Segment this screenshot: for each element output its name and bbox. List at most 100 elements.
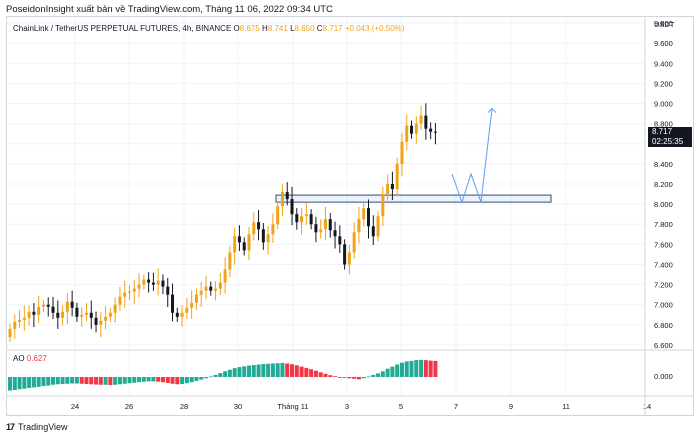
candle-body xyxy=(218,282,222,289)
ao-bar xyxy=(404,361,409,377)
candle-body xyxy=(228,252,232,270)
publication-attribution: PoseidonInsight xuất bản về TradingView.… xyxy=(6,4,333,15)
ao-bar xyxy=(141,377,146,382)
ao-bar xyxy=(22,377,27,389)
candle-body xyxy=(99,320,103,325)
candle-body xyxy=(142,279,146,285)
ao-bar xyxy=(290,364,295,377)
ao-bar xyxy=(203,377,208,379)
ao-bar xyxy=(213,374,218,377)
ao-bar xyxy=(113,377,118,385)
candle-body xyxy=(290,199,294,215)
ao-bar xyxy=(103,377,108,385)
ao-bar xyxy=(342,377,347,378)
candle-body xyxy=(13,321,17,329)
candle-body xyxy=(123,292,127,297)
ao-bar xyxy=(189,377,194,383)
ao-bar xyxy=(27,377,32,388)
bar-countdown: 02:25:35 xyxy=(652,137,684,146)
chart-frame[interactable] xyxy=(6,16,694,416)
candle-body xyxy=(89,312,93,318)
candle-body xyxy=(199,290,203,295)
ao-bar xyxy=(266,363,271,377)
ao-bar xyxy=(256,364,261,377)
candle-body xyxy=(414,123,418,134)
ao-bar xyxy=(433,360,438,377)
price-tick-label: 6.600 xyxy=(654,341,673,350)
candle-body xyxy=(156,280,160,285)
candle-body xyxy=(285,192,289,200)
ao-bar xyxy=(199,377,204,380)
candle-body xyxy=(190,302,194,308)
symbol-title[interactable]: ChainLink / TetherUS PERPETUAL FUTURES, … xyxy=(13,24,232,33)
ao-bar xyxy=(65,377,70,384)
price-tick-label: 7.600 xyxy=(654,240,673,249)
ao-bar xyxy=(180,377,185,385)
ao-bar xyxy=(41,377,46,387)
last-price-tag: 8.717 02:25:35 xyxy=(648,127,692,147)
currency-label: USDT xyxy=(654,20,675,29)
candle-body xyxy=(94,317,98,325)
price-tick-label: 9.000 xyxy=(654,100,673,109)
ao-bar xyxy=(328,375,333,377)
low-value: 8.650 xyxy=(294,24,315,33)
ao-bar xyxy=(237,367,242,377)
ao-bar xyxy=(184,377,189,384)
ao-bar xyxy=(380,371,385,377)
candle-body xyxy=(352,232,356,253)
ao-bar xyxy=(304,367,309,377)
chart-grid xyxy=(7,17,645,396)
ao-bar xyxy=(117,377,122,385)
brand-name: TradingView xyxy=(18,422,68,432)
tradingview-brand[interactable]: 17 TradingView xyxy=(6,422,68,432)
candle-body xyxy=(118,296,122,305)
candle-body xyxy=(61,311,65,318)
candle-body xyxy=(70,301,74,308)
candle-body xyxy=(161,280,165,287)
ao-bar xyxy=(352,377,357,379)
candle-body xyxy=(32,311,36,315)
candle-body xyxy=(338,236,342,245)
ao-bar xyxy=(156,377,161,382)
last-price: 8.717 xyxy=(652,127,673,136)
candle-body xyxy=(400,141,404,164)
candle-body xyxy=(247,234,251,251)
ao-bar xyxy=(170,377,175,384)
ao-bar xyxy=(84,377,89,385)
candle-body xyxy=(395,163,399,190)
ao-bar xyxy=(194,377,199,381)
ao-bar xyxy=(51,377,56,385)
ao-bar xyxy=(12,377,17,390)
candle-body xyxy=(46,304,50,307)
candle-body xyxy=(333,230,337,237)
date-tick-label: 5 xyxy=(399,402,403,411)
ao-bar xyxy=(333,376,338,378)
candle-body xyxy=(328,219,332,231)
ao-bar xyxy=(94,377,99,385)
ao-bar xyxy=(79,377,84,384)
candle-body xyxy=(18,319,22,322)
candle-body xyxy=(75,307,79,317)
candle-body xyxy=(405,125,409,142)
candle-body xyxy=(41,304,45,307)
candle-body xyxy=(362,208,366,220)
ao-bar xyxy=(46,377,51,386)
ao-bar xyxy=(55,377,60,385)
candle-body xyxy=(8,328,12,337)
date-tick-label: 7 xyxy=(454,402,458,411)
candle-body xyxy=(22,317,26,320)
candle-body xyxy=(276,206,280,225)
ao-bar xyxy=(428,360,433,377)
support-zone xyxy=(275,194,552,203)
ao-zero-label: 0.000 xyxy=(654,372,673,381)
price-tick-label: 8.200 xyxy=(654,180,673,189)
price-tick-label: 9.600 xyxy=(654,39,673,48)
candle-body xyxy=(357,219,361,233)
price-tick-label: 9.400 xyxy=(654,59,673,68)
candle-body xyxy=(51,306,55,313)
ao-bar xyxy=(122,377,127,384)
ao-bar xyxy=(371,374,376,377)
ao-name[interactable]: AO xyxy=(13,354,25,363)
price-tick-label: 7.400 xyxy=(654,260,673,269)
